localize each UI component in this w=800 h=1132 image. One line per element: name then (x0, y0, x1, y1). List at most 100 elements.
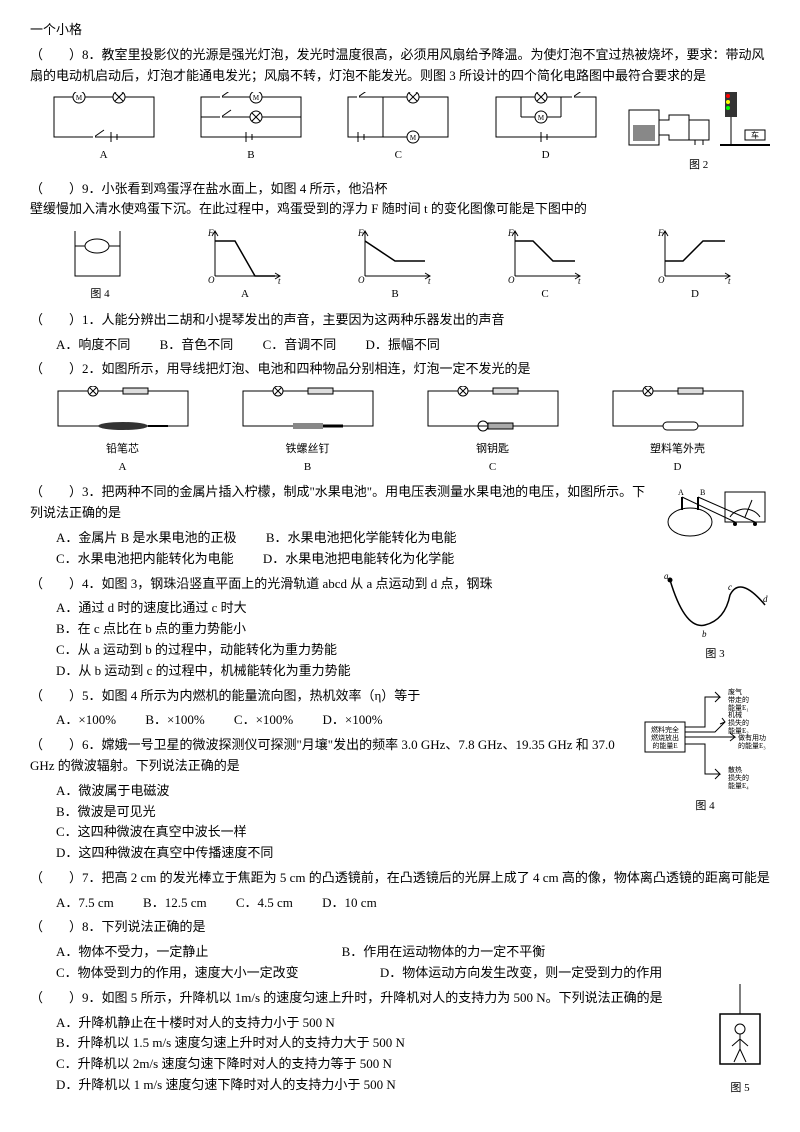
svg-text:散热: 散热 (728, 765, 742, 774)
beaker-fig: 图 4 (65, 226, 135, 304)
fig2-svg: 车 (720, 90, 770, 150)
svg-text:t: t (278, 276, 281, 286)
graph-D: Ft O D (655, 226, 735, 304)
q2-C: 钢钥匙 C (423, 386, 563, 476)
q1-B: B．音色不同 (160, 337, 234, 352)
graph-B: Ft O B (355, 226, 435, 304)
graph-A-label: A (205, 286, 285, 304)
svg-text:F: F (507, 228, 514, 238)
svg-text:F: F (357, 228, 364, 238)
svg-text:损失的: 损失的 (728, 718, 749, 727)
svg-text:A: A (678, 488, 684, 497)
q5-fig: 燃料完全 燃烧放出 的能量E 废气带走的能量E₁ 机械损失的能量E₂ 做有用功的… (640, 682, 770, 816)
q6-D: D．这四种微波在真空中传播速度不同 (56, 843, 770, 864)
svg-text:F: F (657, 228, 664, 238)
fig-2-side: 车 图 2 (627, 90, 770, 174)
q4-options: A．通过 d 时的速度比通过 c 时大 B．在 c 点比在 b 点的重力势能小 … (30, 598, 770, 681)
q8-A: A．物体不受力，一定静止 (56, 944, 208, 959)
q1-options: A．响度不同 B．音色不同 C．音调不同 D．振幅不同 (30, 335, 770, 356)
svg-text:M: M (537, 114, 544, 122)
question-7: （ ）7．把高 2 cm 的发光棒立于焦距为 5 cm 的凸透镜前，在凸透镜后的… (30, 868, 770, 889)
q2-C-item: 钢钥匙 (423, 441, 563, 459)
svg-text:a: a (664, 571, 669, 581)
q9-D: D．升降机以 1 m/s 速度匀速下降时对人的支持力小于 500 N (56, 1075, 770, 1096)
intro-line: 一个小格 (30, 20, 770, 41)
circuit-B-label: B (196, 147, 306, 165)
question-2: （ ）2．如图所示，用导线把灯泡、电池和四种物品分别相连，灯泡一定不发光的是 (30, 359, 770, 380)
q3-B: B．水果电池把化学能转化为电能 (266, 530, 457, 545)
circuit-row: M A M B M C (30, 92, 619, 165)
q2-D-item: 塑料笔外壳 (608, 441, 748, 459)
svg-text:M: M (253, 94, 260, 102)
q8-B: B．作用在运动物体的力一定不平衡 (342, 944, 546, 959)
q3-options: A．金属片 B 是水果电池的正极 B．水果电池把化学能转化为电能 C．水果电池把… (30, 528, 770, 570)
q7-B: B．12.5 cm (143, 895, 207, 910)
beaker-label: 图 4 (65, 286, 135, 304)
q7-options: A．7.5 cm B．12.5 cm C．4.5 cm D．10 cm (30, 893, 770, 914)
svg-text:B: B (700, 488, 705, 497)
q3-fig: A B (660, 482, 770, 549)
side-device-svg (627, 90, 717, 150)
q2-D: 塑料笔外壳 D (608, 386, 748, 476)
q2-B-item: 铁螺丝钉 (238, 441, 378, 459)
svg-text:t: t (728, 276, 731, 286)
q5-caption: 图 4 (640, 798, 770, 816)
svg-text:O: O (208, 275, 215, 285)
svg-text:能量E₄: 能量E₄ (728, 781, 749, 790)
q2-B-label: B (238, 459, 378, 477)
q9-caption: 图 5 (710, 1080, 770, 1098)
q8-options: A．物体不受力，一定静止 B．作用在运动物体的力一定不平衡 C．物体受到力的作用… (30, 942, 770, 984)
q3-D: D．水果电池把电能转化为化学能 (263, 551, 454, 566)
q5-D: D．×100% (323, 712, 383, 727)
circuit-B: M B (196, 92, 306, 165)
q3-A: A．金属片 B 是水果电池的正极 (56, 530, 237, 545)
q2-B: 铁螺丝钉 B (238, 386, 378, 476)
q8a-stem: （ ）8．教室里投影仪的光源是强光灯泡，发光时温度很高，必须用风扇给予降温。为使… (30, 47, 765, 83)
q2-C-label: C (423, 459, 563, 477)
q1-D: D．振幅不同 (365, 337, 439, 352)
svg-text:t: t (428, 276, 431, 286)
svg-text:O: O (508, 275, 515, 285)
q9-options: A．升降机静止在十楼时对人的支持力小于 500 N B．升降机以 1.5 m/s… (30, 1013, 770, 1096)
question-8-circuits: （ ）8．教室里投影仪的光源是强光灯泡，发光时温度很高，必须用风扇给予降温。为使… (30, 45, 770, 87)
q4-caption: 图 3 (660, 646, 770, 664)
graph-A: FtO A (205, 226, 285, 304)
svg-text:M: M (76, 94, 83, 102)
q8-C: C．物体受到力的作用，速度大小一定改变 (56, 965, 299, 980)
q5-C: C．×100% (234, 712, 293, 727)
q2-A-item: 铅笔芯 (53, 441, 193, 459)
circuit-D-label: D (491, 147, 601, 165)
svg-text:O: O (358, 275, 365, 285)
circuit-C-label: C (343, 147, 453, 165)
svg-text:废气: 废气 (728, 687, 742, 696)
q6-C: C．这四种微波在真空中波长一样 (56, 822, 770, 843)
svg-text:O: O (658, 275, 665, 285)
q8-D: D．物体运动方向发生改变，则一定受到力的作用 (380, 965, 662, 980)
q3-C: C．水果电池把内能转化为电能 (56, 551, 234, 566)
svg-text:t: t (578, 276, 581, 286)
svg-text:d: d (763, 594, 768, 604)
q9-fig: 图 5 (710, 984, 770, 1098)
question-8: （ ）8．下列说法正确的是 (30, 917, 770, 938)
svg-text:车: 车 (751, 130, 759, 140)
circuit-C: M C (343, 92, 453, 165)
question-9: （ ）9．如图 5 所示，升降机以 1m/s 的速度匀速上升时，升降机对人的支持… (30, 988, 770, 1009)
question-3: （ ）3．把两种不同的金属片插入柠檬，制成"水果电池"。用电压表测量水果电池的电… (30, 482, 770, 524)
svg-text:做有用功: 做有用功 (738, 733, 766, 742)
question-9-buoyancy: （ ）9．小张看到鸡蛋浮在盐水面上，如图 4 所示，他沿杯 壁缓慢加入清水使鸡蛋… (30, 179, 770, 221)
q2-figs: 铅笔芯 A 铁螺丝钉 B 钢钥匙 C 塑料笔外壳 D (30, 386, 770, 476)
q2-A: 铅笔芯 A (53, 386, 193, 476)
circuit-D: M D (491, 92, 601, 165)
q7-C: C．4.5 cm (236, 895, 293, 910)
q1-A: A．响度不同 (56, 337, 130, 352)
graph-B-label: B (355, 286, 435, 304)
question-1: （ ）1．人能分辨出二胡和小提琴发出的声音，主要因为这两种乐器发出的声音 (30, 310, 770, 331)
q9-A: A．升降机静止在十楼时对人的支持力小于 500 N (56, 1013, 770, 1034)
circuit-A: M A (49, 92, 159, 165)
graph-D-label: D (655, 286, 735, 304)
q9a-cont: 壁缓慢加入清水使鸡蛋下沉。在此过程中，鸡蛋受到的浮力 F 随时间 t 的变化图像… (30, 201, 587, 216)
q5-A: A．×100% (56, 712, 116, 727)
svg-text:的能量E: 的能量E (652, 741, 677, 750)
svg-text:c: c (728, 582, 732, 592)
svg-text:机械: 机械 (728, 710, 742, 719)
